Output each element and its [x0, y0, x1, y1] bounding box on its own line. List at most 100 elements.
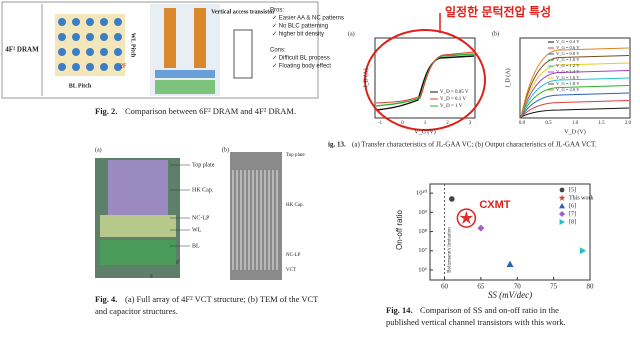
legend-label: V_D = 0.05 V	[440, 90, 469, 95]
cell	[58, 48, 66, 56]
label: Cons:	[270, 48, 286, 54]
axis-label: I_D (A)	[504, 68, 511, 87]
legend-label: [5]	[569, 187, 576, 193]
pros: ✓ Easier AA & NC patterns ✓ No BLC patter…	[272, 16, 344, 38]
label: Top plate	[192, 162, 215, 168]
caption: published vertical channel transistors w…	[386, 317, 566, 327]
labels: Top plate HK Cap. NC-LP VCT	[286, 153, 305, 273]
legend: V_G = 0.4 VV_G = 0.6 VV_G = 0.8 VV_G = 1…	[548, 39, 580, 92]
legend-label: V_G = 1.0 V	[556, 57, 580, 62]
caption-label: Fig. 14.	[386, 305, 413, 315]
bl-layer	[100, 240, 176, 265]
cell	[58, 63, 66, 71]
annotation: CXMT	[479, 199, 510, 211]
label: HK Cap.	[286, 203, 304, 208]
axis-label: V_D (V)	[564, 128, 586, 135]
legend-label: V_G = 1.8 V	[556, 81, 580, 86]
label: HK Cap.	[192, 187, 214, 193]
legend-marker	[558, 194, 566, 201]
list-item: ✓ Floating body effect	[272, 64, 331, 70]
legend-label: [7]	[569, 211, 576, 217]
legend-label: V_G = 0.8 V	[556, 51, 580, 56]
legend-label: [6]	[569, 203, 576, 209]
cell	[72, 63, 80, 71]
wl-layer	[100, 215, 176, 237]
legend-label: V_D = 0.1 V	[440, 97, 466, 102]
caption: Comparison of SS and on-off ratio in the	[420, 305, 559, 315]
tick-label: 1	[424, 121, 427, 126]
label: BL Pitch	[69, 83, 92, 89]
list-item: ✓ higher bit density	[272, 32, 324, 38]
label: Vertical access transistor	[211, 9, 275, 15]
legend-label: V_G = 1.2 V	[556, 63, 580, 68]
legend-label: V_G = 0.4 V	[556, 39, 580, 44]
point	[506, 260, 514, 267]
fig2-frame	[1, 1, 319, 99]
cell	[86, 18, 94, 26]
y-tick-label: 10⁶	[418, 266, 427, 273]
caption: and capacitor structures.	[95, 306, 178, 316]
tick-label: 0.0	[519, 121, 526, 126]
axis-label: V_G (V)	[414, 128, 436, 135]
curve	[520, 77, 630, 118]
y-tick-label: 10⁸	[418, 228, 428, 235]
label: Pros:	[270, 8, 284, 14]
legend-marker	[559, 219, 565, 225]
label: Top plate	[286, 153, 305, 158]
cell	[72, 33, 80, 41]
curves	[520, 47, 630, 118]
limit-label: Boltzmann's limitation	[448, 227, 453, 273]
legend: V_D = 0.05 V V_D = 0.1 V V_D = 1 V	[430, 90, 469, 109]
curve	[520, 92, 630, 118]
label: VCT	[286, 268, 296, 273]
point	[449, 196, 455, 202]
y-tick-label: 10⁹	[418, 209, 428, 216]
capacitor	[108, 160, 168, 215]
y-tick-label: 10⁷	[418, 247, 427, 254]
x-tick-label: 75	[550, 283, 558, 291]
tick-label: 1.0	[572, 121, 579, 126]
label: NC-LP	[286, 253, 301, 258]
tick-label: 1.5	[598, 121, 605, 126]
curve	[375, 51, 475, 104]
tag: (a)	[348, 30, 355, 37]
fig4: (a) Top plate HK Cap. NC-LP WL BL a a' (b) T…	[95, 146, 319, 316]
pillar	[194, 8, 206, 68]
label: WL	[192, 227, 202, 233]
label: a	[150, 273, 153, 279]
x-tick-label: 80	[587, 283, 595, 291]
tem-lines	[232, 170, 278, 270]
ticks: 0.0 0.5 1.0 1.5 2.0	[519, 121, 632, 126]
list-item: ✓ No BLC patterning	[272, 24, 328, 30]
tick-label: 0	[401, 121, 404, 126]
tag: (b)	[222, 146, 229, 153]
cons: ✓ Difficult BL process ✓ Floating body ef…	[272, 56, 331, 70]
curve	[520, 107, 630, 118]
cell	[114, 18, 122, 26]
tick-label: 3	[469, 121, 472, 126]
point	[459, 210, 474, 224]
cell	[100, 63, 108, 71]
sub	[155, 80, 215, 94]
cell	[86, 63, 94, 71]
ticks: -1 0 1 2 3	[378, 121, 472, 126]
highlight	[456, 208, 477, 228]
axis-label: On-off ratio	[395, 210, 404, 250]
cell	[58, 33, 66, 41]
legend-label: V_G = 0.6 V	[556, 45, 580, 50]
caption: (a) Full array of 4F² VCT structure; (b)…	[125, 294, 319, 304]
fig2: 4F² DRAM WL Pitch BL Pitch 2F Vertical a…	[1, 1, 344, 116]
list-item: ✓ Easier AA & NC patterns	[272, 16, 344, 22]
cell	[58, 18, 66, 26]
axis-label: SS (mV/dec)	[488, 290, 532, 300]
tem-image	[230, 152, 282, 280]
y-tick-label: 10¹⁰	[416, 189, 427, 197]
label: 2F	[120, 63, 127, 69]
fig13: 일정한 문턱전압 특성 (a) I_D (A) V_G (V) -1 0 1 2 3 V…	[328, 4, 632, 148]
label: BL	[192, 243, 200, 249]
caption-label: Fig. 2.	[95, 106, 117, 116]
caption-label: Fig. 4.	[95, 294, 117, 304]
legend-marker	[559, 211, 565, 217]
tag: (a)	[95, 146, 102, 153]
